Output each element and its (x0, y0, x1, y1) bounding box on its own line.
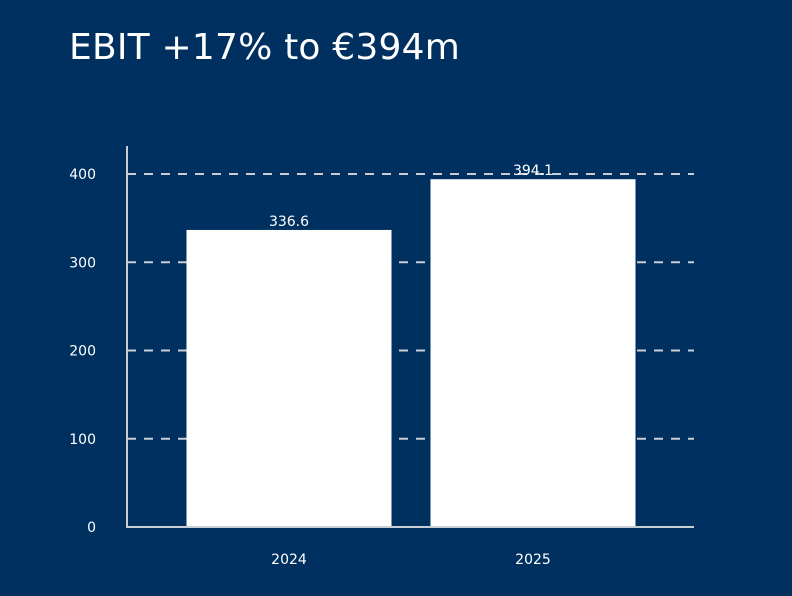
chart-title: EBIT +17% to €394m (69, 27, 460, 68)
x-tick-label: 2024 (271, 552, 307, 568)
y-tick-label: 100 (69, 432, 96, 448)
y-tick-label: 0 (87, 520, 96, 536)
y-tick-label: 400 (69, 167, 96, 183)
bar-2024 (186, 229, 392, 527)
data-label: 336.6 (269, 214, 309, 230)
labels: 0 100 200 300 400 2024 2025 336.6 394.1 (69, 163, 553, 568)
data-label: 394.1 (513, 163, 553, 179)
bar-2025 (430, 179, 636, 527)
x-tick-label: 2025 (515, 552, 551, 568)
y-tick-label: 200 (69, 344, 96, 360)
y-tick-label: 300 (69, 255, 96, 271)
bars (186, 179, 636, 527)
axes (126, 146, 694, 528)
